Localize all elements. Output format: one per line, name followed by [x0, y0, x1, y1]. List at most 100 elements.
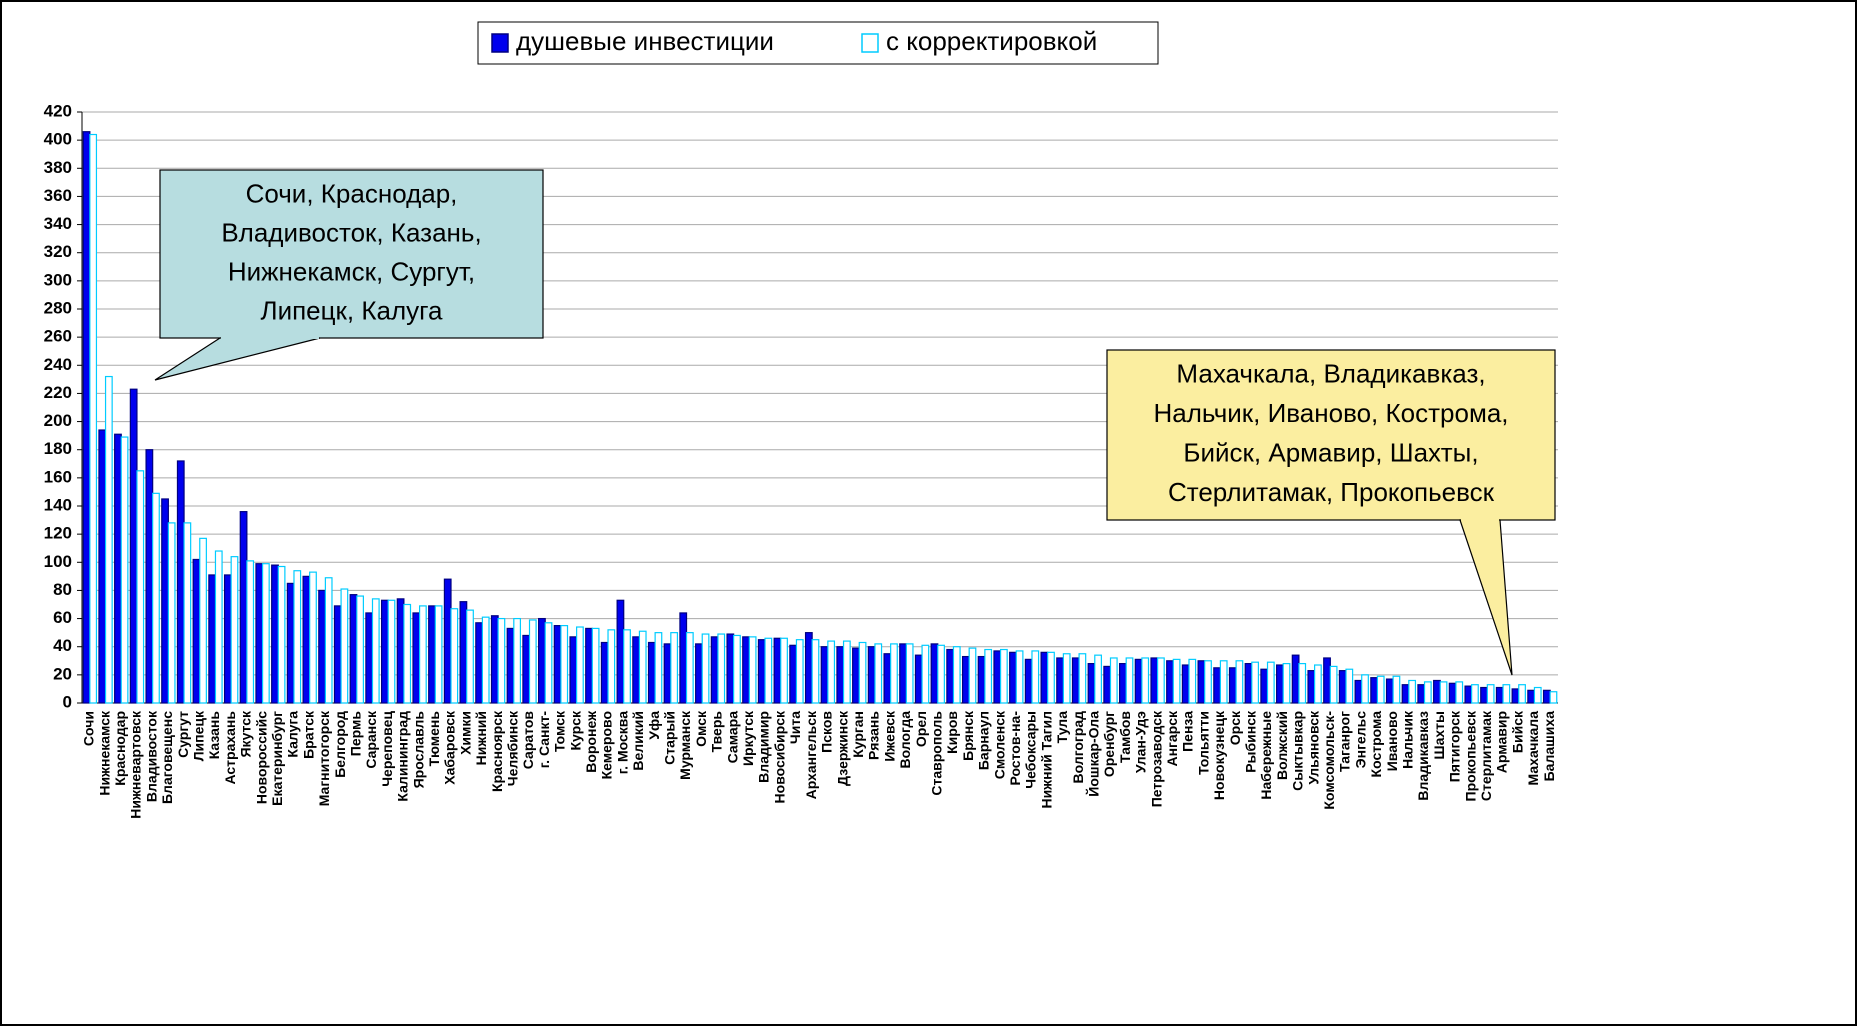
bar	[654, 632, 663, 704]
bar	[136, 470, 145, 704]
x-tick-label: Орск	[1227, 710, 1243, 745]
bar	[623, 629, 631, 704]
bar	[1298, 662, 1307, 704]
bar	[459, 601, 468, 704]
bar	[161, 498, 169, 704]
bar	[710, 636, 719, 704]
bar	[481, 616, 490, 704]
x-tick-label: Набережные	[1258, 711, 1274, 800]
bar	[428, 605, 436, 704]
bar	[874, 643, 883, 704]
bar	[450, 608, 459, 704]
bar	[1040, 651, 1049, 704]
bar	[1103, 665, 1112, 704]
x-tick-label: Томск	[552, 710, 568, 752]
bar	[1047, 651, 1055, 704]
bar	[733, 634, 741, 704]
x-tick-label: Мурманск	[677, 710, 693, 780]
bar	[764, 637, 773, 704]
bar	[647, 641, 656, 704]
bar	[585, 627, 593, 704]
x-tick-label: Братск	[300, 710, 316, 759]
x-tick-label: Барнаул	[976, 711, 992, 770]
y-tick-label: 140	[44, 495, 72, 514]
y-tick-label: 220	[44, 383, 72, 402]
x-tick-label: Пенза	[1180, 711, 1196, 752]
bar	[1204, 660, 1212, 704]
bar	[1361, 674, 1369, 704]
bar	[780, 637, 788, 704]
x-tick-label: Красноярск	[489, 710, 505, 792]
bar	[293, 570, 302, 704]
bar	[1260, 668, 1269, 704]
bar	[930, 643, 939, 704]
x-tick-label: Казань	[206, 711, 222, 760]
bar	[403, 603, 412, 704]
legend-label: с корректировкой	[886, 26, 1097, 56]
bar	[1009, 651, 1017, 704]
bar	[1150, 657, 1159, 704]
callout-box	[159, 169, 544, 339]
bar	[387, 599, 396, 704]
bar	[1511, 688, 1520, 704]
bar	[1423, 681, 1432, 704]
bar	[560, 625, 569, 704]
bar	[1549, 691, 1558, 704]
bar	[152, 492, 160, 704]
y-tick-label: 160	[44, 467, 72, 486]
x-tick-label: Оренбург	[1101, 711, 1117, 777]
x-tick-label: Нижневартовск	[128, 710, 144, 819]
bar	[104, 375, 113, 704]
bar	[286, 582, 295, 704]
x-tick-label: Шахты	[1431, 711, 1447, 759]
bar	[1291, 654, 1300, 704]
x-tick-label: Кострома	[1368, 711, 1384, 778]
x-tick-label: г. Москва	[614, 711, 630, 774]
bar	[1518, 684, 1526, 704]
y-tick-label: 0	[63, 692, 72, 711]
x-tick-label: Петрозаводск	[1148, 710, 1164, 807]
legend-swatch	[491, 33, 509, 53]
bar	[905, 643, 914, 704]
bar	[569, 636, 578, 704]
x-tick-label: Бийск	[1509, 710, 1525, 753]
bar	[1542, 689, 1551, 704]
bar	[1417, 684, 1426, 704]
bar	[1172, 658, 1181, 704]
bar	[600, 641, 609, 704]
bar	[1314, 664, 1322, 704]
bar	[842, 640, 851, 704]
x-tick-label: Дзержинск	[834, 710, 850, 786]
x-tick-label: Волжский	[1274, 711, 1290, 780]
bar	[1329, 665, 1338, 704]
callout: Сочи, Краснодар, Владивосток, Казань, Нижн…	[154, 169, 544, 381]
bar	[490, 615, 499, 704]
bar	[827, 640, 836, 704]
x-tick-label: Нижнекамск	[96, 710, 112, 796]
x-tick-label: Самара	[724, 711, 740, 764]
bar	[1455, 681, 1464, 704]
bar	[302, 575, 311, 704]
callout-text: Владивосток, Казань,	[221, 217, 481, 247]
x-tick-label: Вологда	[897, 711, 913, 769]
bar	[239, 511, 248, 704]
x-tick-label: Владивосток	[143, 710, 159, 802]
x-tick-label: Комсомольск-	[1321, 711, 1337, 810]
legend: душевые инвестиции с корректировкой	[477, 21, 1159, 65]
bar	[789, 644, 798, 704]
x-tick-label: Химки	[457, 711, 473, 755]
bar	[914, 654, 923, 704]
y-tick-label: 240	[44, 355, 72, 374]
y-tick-label: 360	[44, 186, 72, 205]
y-tick-label: 320	[44, 242, 72, 261]
bar	[176, 460, 185, 704]
x-tick-label: Липецк	[190, 710, 206, 761]
x-tick-label: Курск	[567, 710, 583, 750]
x-tick-label: Сургут	[175, 711, 191, 758]
y-tick-label: 20	[53, 664, 72, 683]
x-tick-label: Череповец	[379, 711, 395, 787]
bar	[98, 429, 107, 704]
bar	[145, 449, 154, 704]
bar	[1266, 661, 1275, 704]
x-tick-label: Благовещенс	[159, 711, 175, 804]
